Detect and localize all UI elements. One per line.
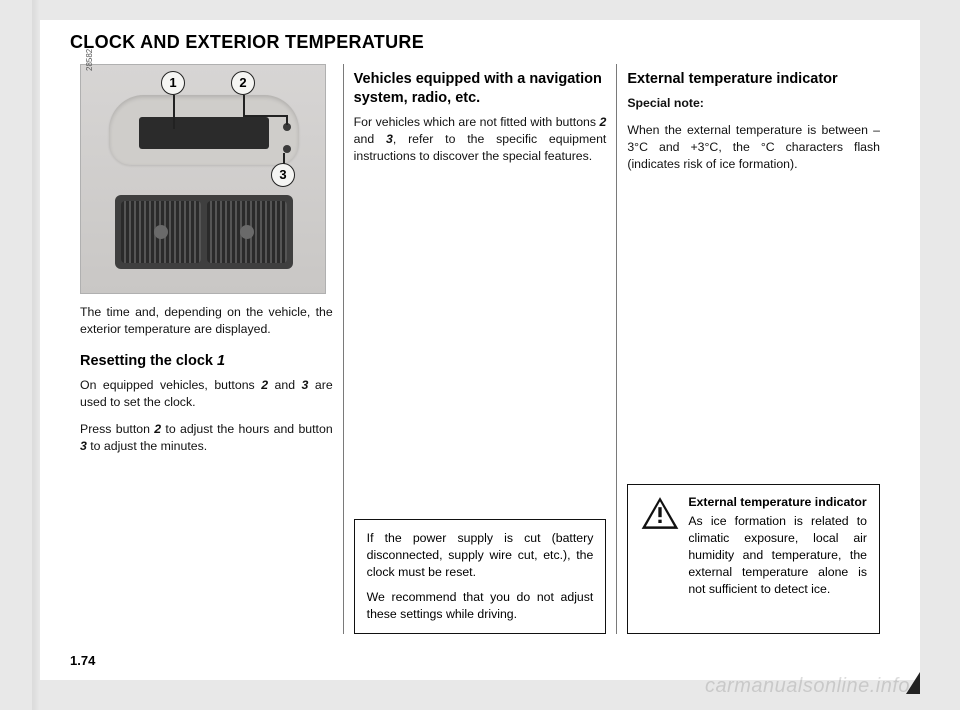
- warning-triangle-icon: [640, 495, 680, 531]
- warn-body: As ice formation is related to climatic …: [688, 514, 867, 596]
- callout-2: 2: [231, 71, 255, 95]
- page-spine-shadow: [32, 0, 40, 710]
- leader-2b: [243, 115, 287, 117]
- button-3-dot: [283, 145, 291, 153]
- page-title: CLOCK AND EXTERIOR TEMPERATURE: [70, 32, 424, 53]
- t: and: [354, 132, 386, 146]
- warn-head: External temperature indicator As ice fo…: [640, 495, 867, 598]
- t: For vehicles which are not fitted with b…: [354, 115, 600, 129]
- warn-title: External temperature indicator: [688, 495, 867, 511]
- nav-heading: Vehicles equipped with a navigation syst…: [354, 70, 607, 108]
- note-p2: We recommend that you do not adjust thes…: [367, 589, 594, 623]
- callout-1: 1: [161, 71, 185, 95]
- col1-p2: Press button 2 to adjust the hours and b…: [80, 421, 333, 455]
- figure-caption: The time and, depending on the vehicle, …: [80, 304, 333, 338]
- leader-1: [173, 95, 175, 129]
- col2-p1: For vehicles which are not fitted with b…: [354, 114, 607, 165]
- air-vents: [115, 195, 293, 269]
- display-screen: [139, 117, 269, 149]
- vent-right: [207, 201, 287, 263]
- ext-temp-heading: External temperature indicator: [627, 70, 880, 89]
- column-1: 28582 1 2 3 The time and, depending on t…: [70, 64, 343, 634]
- page-number: 1.74: [70, 653, 95, 668]
- vent-left: [121, 201, 201, 263]
- columns: 28582 1 2 3 The time and, depending on t…: [70, 64, 890, 634]
- t: to adjust the minutes.: [87, 439, 207, 453]
- manual-page: CLOCK AND EXTERIOR TEMPERATURE 28582 1: [40, 20, 920, 680]
- warn-text: External temperature indicator As ice fo…: [688, 495, 867, 598]
- col3-p1: When the external temperature is between…: [627, 122, 880, 173]
- leader-2a: [243, 95, 245, 115]
- leader-2c: [286, 115, 288, 125]
- t: to adjust the hours and button: [161, 422, 333, 436]
- t: Press button: [80, 422, 154, 436]
- t: 2: [261, 378, 268, 392]
- column-2: Vehicles equipped with a navigation syst…: [343, 64, 617, 634]
- t: On equipped vehicles, buttons: [80, 378, 261, 392]
- t: and: [268, 378, 302, 392]
- t: 3: [386, 132, 393, 146]
- note-p1: If the power supply is cut (battery disc…: [367, 530, 594, 581]
- reset-clock-heading-text: Resetting the clock: [80, 353, 217, 369]
- power-note-box: If the power supply is cut (battery disc…: [354, 519, 607, 634]
- watermark: carmanualsonline.info: [705, 675, 910, 698]
- image-id-label: 28582: [85, 49, 94, 71]
- t: 3: [80, 439, 87, 453]
- col1-p1: On equipped vehicles, buttons 2 and 3 ar…: [80, 377, 333, 411]
- reset-clock-heading-num: 1: [217, 353, 225, 369]
- ice-warning-box: External temperature indicator As ice fo…: [627, 484, 880, 634]
- column-3: External temperature indicator Special n…: [616, 64, 890, 634]
- dashboard-figure: 28582 1 2 3: [80, 64, 326, 294]
- callout-3: 3: [271, 163, 295, 187]
- t: 2: [600, 115, 607, 129]
- special-note-label: Special note:: [627, 95, 880, 112]
- reset-clock-heading: Resetting the clock 1: [80, 352, 333, 371]
